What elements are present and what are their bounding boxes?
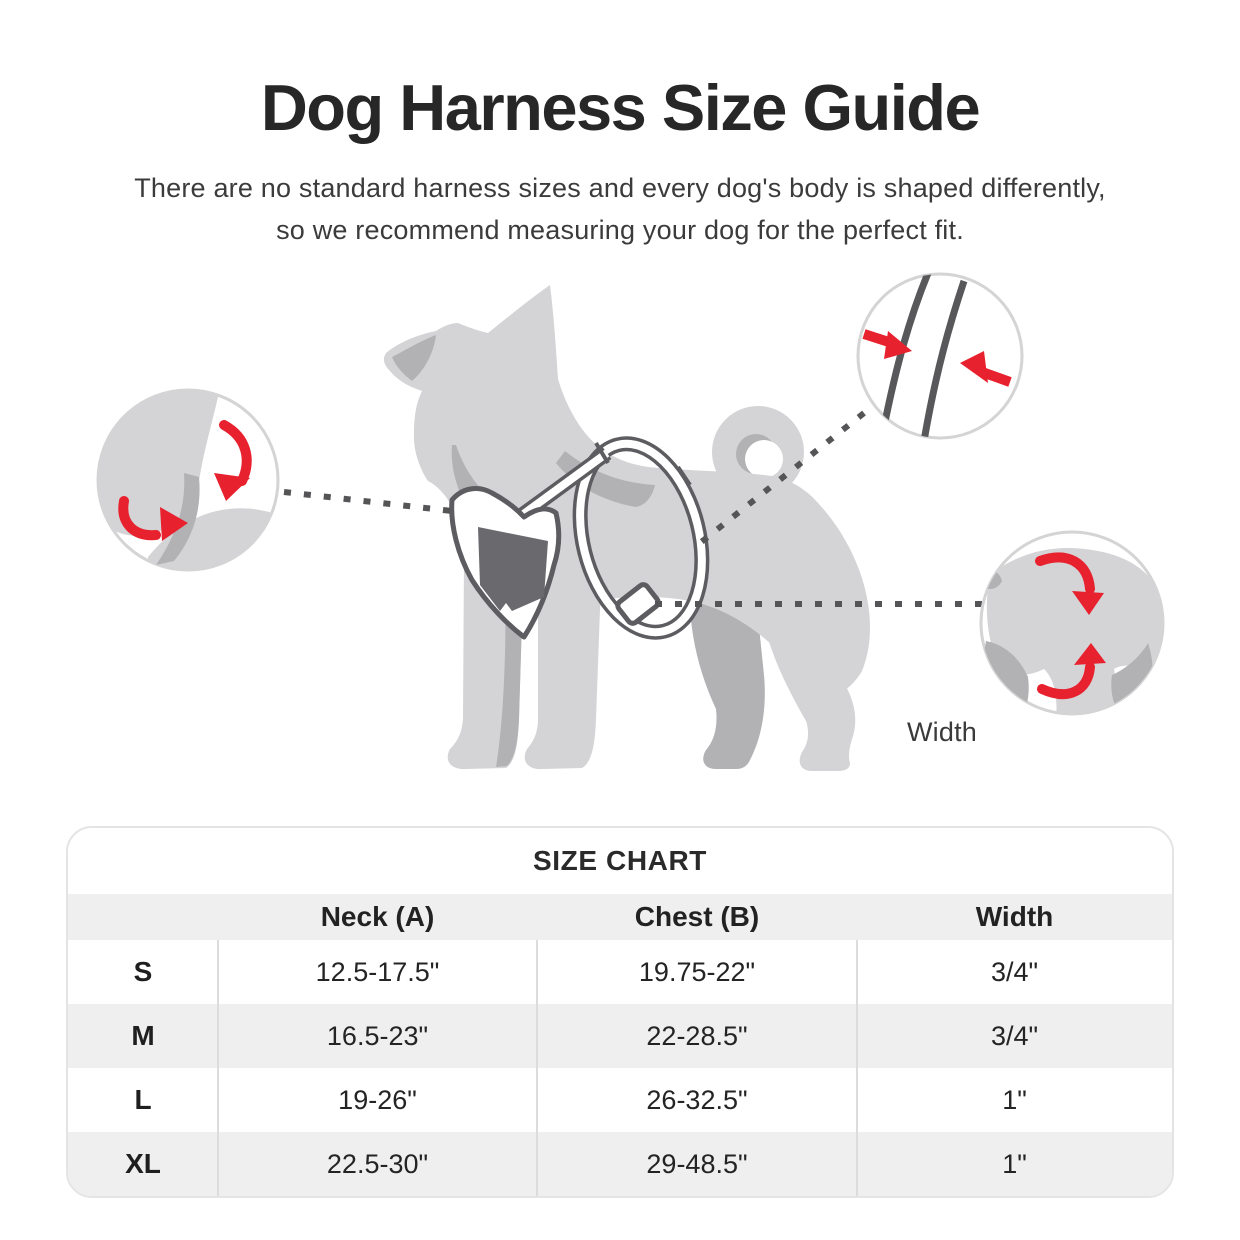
neck-cell: 19-26": [338, 1084, 417, 1115]
table-row-xl: XL 22.5-30" 29-48.5" 1": [68, 1132, 1172, 1196]
neck-cell: 16.5-23": [326, 1020, 429, 1051]
chest-callout-circle: [979, 530, 1165, 716]
dog-near-front-leg: [524, 555, 602, 770]
width-cell: 1": [1002, 1084, 1027, 1115]
harness: [449, 436, 710, 640]
page-subtitle: There are no standard harness sizes and …: [0, 167, 1240, 251]
column-header-neck: Neck (A): [320, 901, 435, 932]
neck-measure-arrows: [118, 420, 252, 541]
dotted-line-neck: [283, 489, 453, 514]
column-divider: [856, 940, 858, 1196]
dog-harness-illustration: [96, 272, 1165, 771]
dog-inner-ear-shadow: [392, 335, 436, 381]
size-chart-body: S 12.5-17.5" 19.75-22" 3/4" M 16.5-23" 2…: [68, 940, 1172, 1196]
size-chart: SIZE CHART Neck (A) Chest (B) Width S 12…: [66, 826, 1174, 1198]
page-title: Dog Harness Size Guide: [260, 71, 981, 144]
neck-cell: 22.5-30": [326, 1148, 429, 1179]
subtitle-line-1: There are no standard harness sizes and …: [134, 173, 1106, 203]
width-measure-arrows: [862, 329, 1012, 387]
table-row-l: L 19-26" 26-32.5" 1": [68, 1068, 1172, 1132]
harness-shoulder-strap: [509, 446, 612, 528]
column-divider: [536, 940, 538, 1196]
harness-patch: [478, 527, 548, 611]
chest-cell: 29-48.5": [646, 1148, 748, 1179]
neck-callout-circle: [96, 388, 280, 572]
width-cell: 3/4": [990, 956, 1039, 987]
subtitle-line-2: so we recommend measuring your dog for t…: [276, 215, 964, 245]
size-cell: S: [133, 956, 153, 987]
chest-cell: 22-28.5": [646, 1020, 748, 1051]
measurement-diagram: Neck (A) Width Chest (B): [0, 255, 1240, 997]
width-cell: 3/4": [990, 1020, 1039, 1051]
column-header-width: Width: [975, 901, 1054, 932]
chest-measure-arrows: [1035, 552, 1106, 699]
size-cell: M: [131, 1020, 155, 1051]
width-cell: 1": [1002, 1148, 1027, 1179]
size-cell: XL: [125, 1148, 161, 1179]
dog-near-hind-leg: [764, 623, 856, 771]
size-chart-title: SIZE CHART: [68, 828, 1172, 894]
dog-far-hind-leg: [690, 602, 765, 769]
chest-cell: 19.75-22": [638, 956, 756, 987]
size-cell: L: [134, 1084, 152, 1115]
table-row-s: S 12.5-17.5" 19.75-22" 3/4": [68, 940, 1172, 1004]
harness-girth-strap: [572, 436, 710, 640]
size-chart-header-row: Neck (A) Chest (B) Width: [68, 894, 1172, 940]
chest-cell: 26-32.5": [646, 1084, 748, 1115]
neck-cell: 12.5-17.5": [315, 956, 440, 987]
column-header-chest: Chest (B): [634, 901, 760, 932]
table-row-m: M 16.5-23" 22-28.5" 3/4": [68, 1004, 1172, 1068]
harness-buckle: [615, 582, 661, 626]
width-callout-circle: [856, 272, 1024, 440]
column-divider: [217, 940, 219, 1196]
